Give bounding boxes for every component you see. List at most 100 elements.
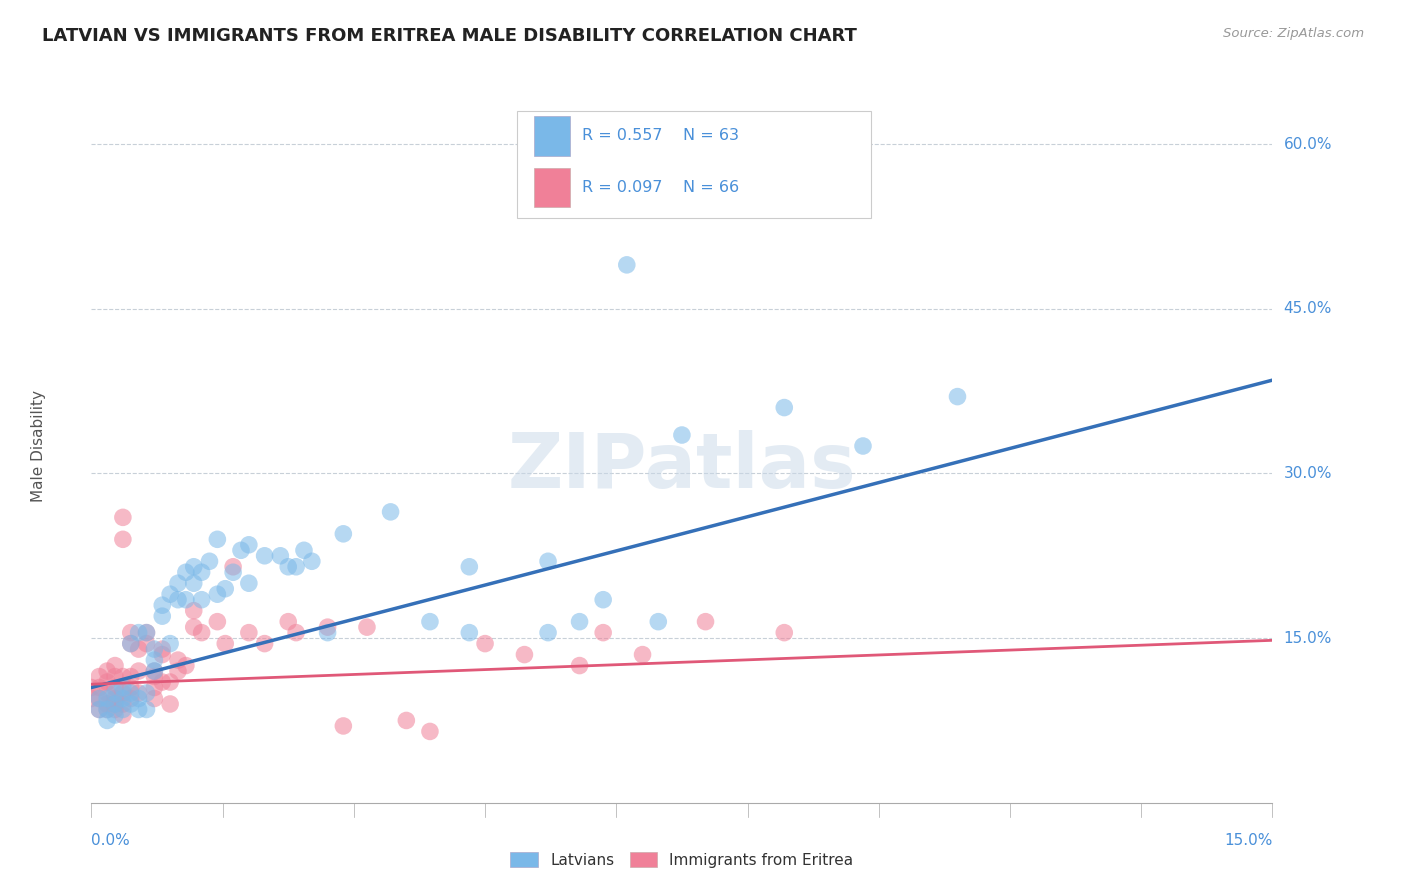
Point (852, 439, 875, 453)
Point (150, 598, 173, 612)
Point (150, 642, 173, 657)
Point (183, 620, 205, 634)
Point (128, 664, 150, 678)
Point (150, 609, 173, 624)
Point (198, 554, 221, 568)
Point (277, 615, 299, 629)
Point (174, 658, 197, 673)
FancyBboxPatch shape (534, 116, 569, 155)
Point (89, 691, 111, 706)
Point (128, 691, 150, 706)
Point (89, 681, 111, 695)
Point (474, 637, 496, 651)
Point (135, 625, 157, 640)
Point (96, 691, 118, 706)
Point (143, 691, 166, 706)
Point (190, 592, 212, 607)
Point (946, 390, 969, 404)
Point (159, 697, 181, 711)
Point (120, 637, 142, 651)
Point (89, 702, 111, 716)
Point (695, 615, 717, 629)
Point (207, 533, 229, 547)
Text: ZIPatlas: ZIPatlas (508, 431, 856, 504)
Point (89, 691, 111, 706)
Point (316, 625, 339, 640)
Point (111, 669, 134, 683)
Text: Source: ZipAtlas.com: Source: ZipAtlas.com (1223, 27, 1364, 40)
Point (143, 653, 166, 667)
Point (285, 559, 308, 574)
Point (253, 549, 276, 563)
Point (135, 637, 157, 651)
Point (135, 625, 157, 640)
Point (183, 576, 205, 591)
Point (120, 625, 142, 640)
Point (167, 653, 190, 667)
Point (592, 592, 614, 607)
Point (143, 642, 166, 657)
Point (128, 642, 150, 657)
Point (120, 637, 142, 651)
Point (285, 625, 308, 640)
Point (631, 648, 654, 662)
Point (104, 697, 127, 711)
Point (150, 648, 173, 662)
Point (356, 620, 378, 634)
Point (277, 559, 299, 574)
Point (120, 691, 142, 706)
Point (269, 549, 291, 563)
Point (238, 625, 260, 640)
Point (253, 637, 276, 651)
Point (592, 625, 614, 640)
Point (96, 675, 118, 690)
Text: 60.0%: 60.0% (1284, 136, 1331, 152)
Point (89, 669, 111, 683)
Point (120, 681, 142, 695)
Point (616, 258, 638, 272)
Point (458, 559, 481, 574)
Point (104, 697, 127, 711)
Point (222, 566, 245, 580)
Point (150, 675, 173, 690)
Legend: Latvians, Immigrants from Eritrea: Latvians, Immigrants from Eritrea (505, 846, 859, 873)
Text: 15.0%: 15.0% (1284, 631, 1331, 646)
Point (214, 582, 236, 596)
Point (159, 675, 181, 690)
Point (395, 714, 418, 728)
Point (647, 615, 669, 629)
Point (143, 681, 166, 695)
Point (111, 702, 134, 716)
Point (513, 648, 536, 662)
Point (207, 587, 229, 601)
Point (96, 702, 118, 716)
Point (537, 625, 560, 640)
Point (111, 686, 134, 700)
Point (229, 543, 252, 558)
Point (380, 505, 402, 519)
Point (96, 702, 118, 716)
Point (135, 702, 157, 716)
Point (183, 559, 205, 574)
Text: 45.0%: 45.0% (1284, 301, 1331, 317)
Point (174, 592, 197, 607)
Point (458, 625, 481, 640)
Point (104, 681, 127, 695)
Point (96, 664, 118, 678)
Point (174, 566, 197, 580)
Point (104, 669, 127, 683)
FancyBboxPatch shape (534, 168, 569, 207)
Point (183, 604, 205, 618)
Point (120, 697, 142, 711)
Point (104, 708, 127, 723)
Point (238, 538, 260, 552)
Point (301, 554, 323, 568)
Point (207, 615, 229, 629)
Point (128, 625, 150, 640)
Point (332, 526, 354, 541)
Point (292, 543, 315, 558)
Point (135, 686, 157, 700)
Point (159, 637, 181, 651)
Point (568, 658, 591, 673)
Point (111, 533, 134, 547)
